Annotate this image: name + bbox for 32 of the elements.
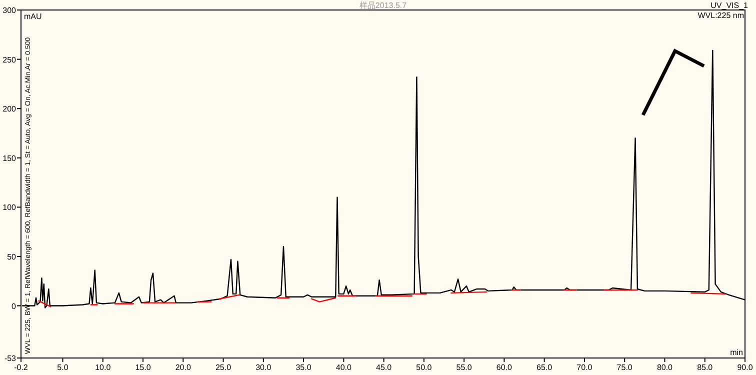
x-tick-label: 65.0 xyxy=(536,363,553,372)
x-tick-label: 30.0 xyxy=(256,363,272,372)
x-tick-label: 85.0 xyxy=(697,363,714,372)
y-tick-label: 200 xyxy=(2,104,17,114)
y-axis-title: mAU xyxy=(24,12,42,21)
x-tick-label: 10.0 xyxy=(95,363,112,372)
annotation: UV_VIS_1 xyxy=(710,1,749,10)
x-tick-label: 70.0 xyxy=(576,363,593,372)
y-tick-label: 0 xyxy=(12,302,17,311)
x-tick-label: 50.0 xyxy=(416,363,432,372)
x-axis-title: min xyxy=(730,348,743,357)
y-tick-label: 50 xyxy=(7,252,17,262)
y-tick-label: 100 xyxy=(2,203,17,212)
y-tick-label: 300 xyxy=(2,6,17,15)
y-tick-label: 150 xyxy=(2,154,17,163)
x-tick-label: 25.0 xyxy=(215,363,232,372)
y-tick-label: 250 xyxy=(2,55,17,64)
y-tick-label: -53 xyxy=(4,354,17,363)
x-tick-label: 55.0 xyxy=(456,363,472,372)
x-tick-label: 40.0 xyxy=(336,363,352,372)
x-tick-label: 20.0 xyxy=(175,363,192,372)
x-tick-label: 80.0 xyxy=(656,363,674,372)
x-tick-label: 45.0 xyxy=(376,363,392,372)
x-tick-label: 35.0 xyxy=(296,363,312,372)
x-tick-label: 5.0 xyxy=(57,363,69,372)
x-tick-label: -0.2 xyxy=(14,363,28,372)
annotation: WVL:225 nm xyxy=(698,11,744,20)
chart-title: 样品2013.5.7 xyxy=(359,1,408,10)
x-tick-label: 15.0 xyxy=(135,363,152,372)
x-tick-label: 60.0 xyxy=(496,363,513,372)
x-tick-label: 90.0 xyxy=(737,363,754,372)
x-tick-label: 75.0 xyxy=(616,363,633,372)
